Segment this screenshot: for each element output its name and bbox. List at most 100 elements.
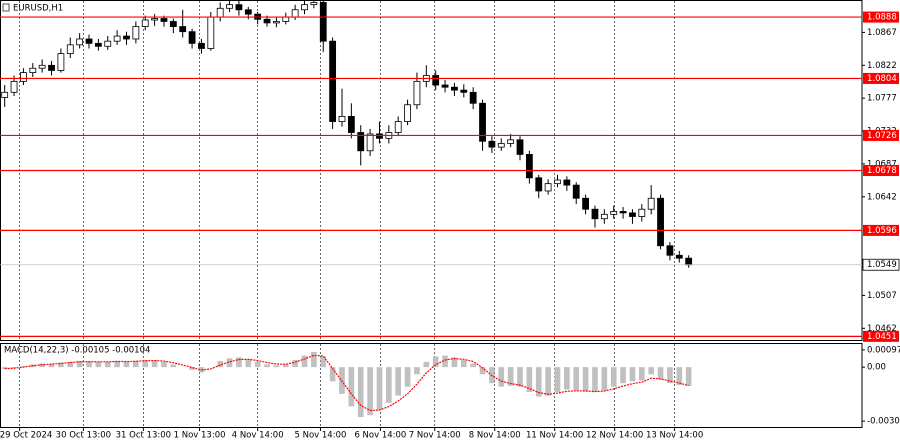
candle-body bbox=[244, 9, 252, 15]
candle-body bbox=[48, 64, 55, 71]
chart-title: EURUSD,H1 bbox=[13, 4, 63, 14]
macd-bar bbox=[217, 360, 223, 368]
macd-bar bbox=[601, 367, 608, 391]
x-tick-label: 29 Oct 2024 bbox=[0, 431, 52, 441]
y-tick-label: 1.0462 bbox=[867, 324, 897, 334]
macd-bar bbox=[189, 367, 195, 370]
candle-body bbox=[554, 179, 561, 185]
macd-bar bbox=[348, 367, 355, 407]
y-tick-label: 0.00097 bbox=[867, 345, 900, 355]
candle-body bbox=[301, 4, 308, 11]
macd-bar bbox=[39, 363, 45, 368]
candle-body bbox=[657, 197, 664, 247]
y-tick-label: 1.0822 bbox=[867, 61, 897, 71]
macd-bar bbox=[657, 367, 664, 380]
macd-bar bbox=[629, 367, 636, 382]
y-tick-label: 1.0507 bbox=[867, 291, 897, 301]
macd-bar bbox=[264, 364, 270, 368]
macd-bar bbox=[104, 361, 111, 368]
candle-body bbox=[685, 257, 693, 266]
candle-body bbox=[647, 197, 655, 210]
macd-bar bbox=[573, 367, 580, 391]
macd-bar bbox=[76, 360, 83, 368]
macd-bar bbox=[620, 367, 626, 384]
signal-line bbox=[4, 354, 689, 412]
candle-body bbox=[675, 254, 683, 259]
candle-body bbox=[404, 104, 411, 122]
macd-bar bbox=[170, 364, 177, 368]
macd-bar bbox=[498, 367, 505, 387]
candle-body bbox=[1, 91, 9, 98]
macd-bar bbox=[282, 364, 289, 368]
macd-bar bbox=[133, 360, 139, 368]
macd-bar bbox=[414, 367, 420, 375]
macd-bar bbox=[151, 360, 158, 368]
macd-bar bbox=[367, 367, 373, 416]
candle-body bbox=[151, 18, 158, 21]
x-tick-label: 1 Nov 13:00 bbox=[174, 431, 226, 441]
candle-body bbox=[563, 179, 571, 186]
macd-bar bbox=[48, 363, 55, 368]
macd-bar bbox=[423, 361, 430, 368]
macd-bar bbox=[592, 367, 598, 393]
macd-bar bbox=[11, 367, 17, 369]
candle-body bbox=[366, 133, 374, 152]
macd-bar bbox=[329, 367, 336, 382]
candle-body bbox=[329, 40, 337, 122]
macd-bar bbox=[564, 367, 570, 390]
candle-body bbox=[188, 31, 196, 44]
macd-bar bbox=[142, 360, 149, 368]
candle-body bbox=[85, 38, 93, 44]
macd-bar bbox=[273, 365, 280, 368]
macd-bar bbox=[95, 362, 102, 368]
candle-body bbox=[10, 80, 18, 93]
macd-panel bbox=[0, 343, 863, 428]
candle-body bbox=[20, 72, 27, 82]
candle-body bbox=[460, 89, 468, 93]
candle-body bbox=[132, 26, 140, 40]
macd-bar bbox=[311, 352, 317, 368]
level-label: 1.0888 bbox=[867, 13, 897, 23]
macd-bar bbox=[432, 356, 439, 368]
macd-bar bbox=[460, 360, 467, 368]
macd-bar bbox=[667, 367, 673, 384]
candle-body bbox=[310, 2, 318, 6]
macd-bar bbox=[245, 359, 252, 368]
macd-bar bbox=[161, 361, 167, 368]
x-tick-label: 11 Nov 14:00 bbox=[526, 431, 583, 441]
candle-body bbox=[226, 4, 233, 9]
macd-bar bbox=[226, 358, 233, 368]
level-label-box bbox=[863, 11, 899, 23]
macd-bar bbox=[470, 363, 476, 368]
level-label-box bbox=[863, 72, 899, 84]
candle-body bbox=[179, 26, 187, 33]
candle-body bbox=[235, 4, 243, 11]
macd-bar bbox=[610, 367, 617, 387]
candle-body bbox=[347, 116, 355, 133]
candle-body bbox=[169, 21, 177, 27]
macd-bar bbox=[301, 355, 308, 368]
macd-bar bbox=[442, 355, 448, 368]
candle-body bbox=[629, 212, 636, 217]
macd-bar bbox=[404, 367, 411, 387]
macd-bar bbox=[545, 367, 551, 396]
macd-bar bbox=[517, 367, 523, 387]
x-tick-label: 5 Nov 14:00 bbox=[294, 431, 346, 441]
candle-body bbox=[104, 40, 112, 47]
macd-bar bbox=[67, 361, 74, 368]
level-label-box bbox=[863, 165, 899, 176]
candle-body bbox=[413, 80, 421, 106]
macd-bar bbox=[582, 367, 589, 392]
macd-bar bbox=[639, 367, 645, 381]
level-label: 1.0678 bbox=[867, 166, 897, 176]
y-tick-label: 1.0777 bbox=[867, 94, 897, 104]
candle-body bbox=[544, 183, 552, 192]
candle-body bbox=[273, 21, 280, 24]
macd-bar bbox=[123, 361, 130, 368]
macd-bar bbox=[58, 362, 64, 368]
candle-body bbox=[582, 197, 589, 210]
macd-bar bbox=[386, 367, 392, 403]
level-label: 1.0726 bbox=[867, 131, 897, 141]
candle-body bbox=[525, 154, 533, 179]
candle-body bbox=[516, 139, 524, 155]
